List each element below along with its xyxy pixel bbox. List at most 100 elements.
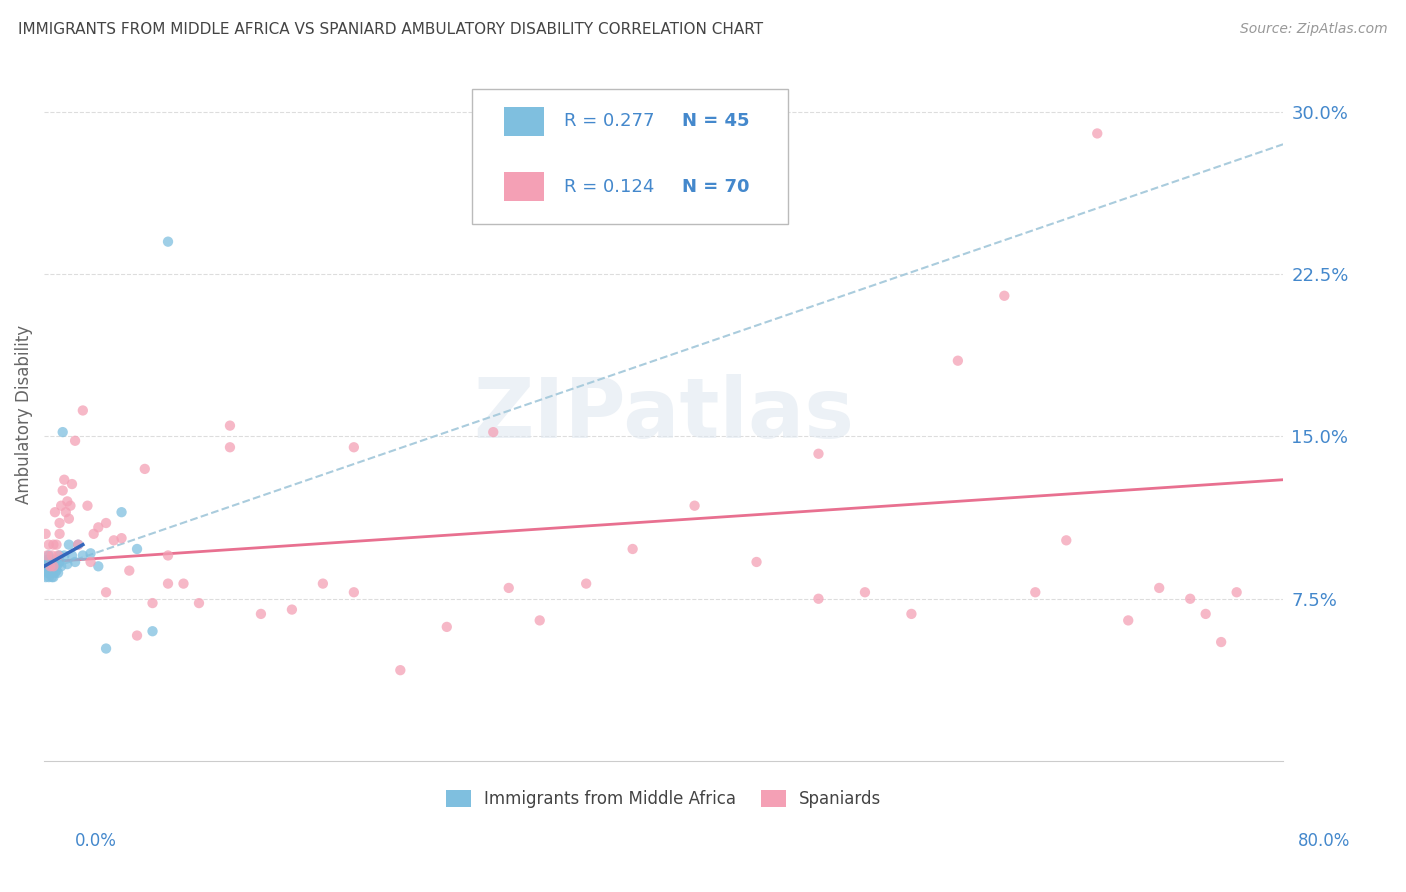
- Point: [141, 596, 163, 610]
- Point: [45, 564, 67, 578]
- Point: [45, 553, 67, 567]
- Point: [529, 614, 551, 628]
- Point: [575, 576, 598, 591]
- Point: [34, 555, 56, 569]
- Point: [807, 447, 830, 461]
- Point: [853, 585, 876, 599]
- Point: [343, 585, 366, 599]
- Point: [34, 570, 56, 584]
- Point: [37, 559, 59, 574]
- Point: [60, 477, 83, 491]
- Point: [900, 607, 922, 621]
- Text: R = 0.277: R = 0.277: [564, 112, 655, 130]
- Point: [1116, 614, 1139, 628]
- Point: [34, 526, 56, 541]
- Point: [1226, 585, 1249, 599]
- Point: [156, 235, 179, 249]
- Point: [1195, 607, 1218, 621]
- FancyBboxPatch shape: [503, 107, 544, 136]
- Point: [125, 541, 148, 556]
- Point: [156, 549, 179, 563]
- Point: [745, 555, 768, 569]
- Point: [76, 499, 98, 513]
- Point: [1180, 591, 1202, 606]
- Point: [42, 557, 65, 571]
- Point: [55, 505, 77, 519]
- Point: [52, 425, 75, 439]
- Point: [42, 564, 65, 578]
- Point: [34, 559, 56, 574]
- Point: [34, 564, 56, 578]
- Point: [94, 585, 117, 599]
- Point: [188, 596, 211, 610]
- Point: [41, 559, 63, 574]
- Point: [60, 549, 83, 563]
- Point: [1054, 533, 1077, 548]
- Point: [53, 549, 76, 563]
- Point: [103, 533, 125, 548]
- Point: [38, 570, 60, 584]
- Point: [45, 538, 67, 552]
- Point: [250, 607, 273, 621]
- Point: [67, 538, 90, 552]
- Point: [42, 538, 65, 552]
- Point: [156, 576, 179, 591]
- Point: [993, 289, 1015, 303]
- Point: [39, 564, 62, 578]
- Point: [53, 473, 76, 487]
- Point: [56, 494, 79, 508]
- Point: [52, 483, 75, 498]
- Point: [38, 549, 60, 563]
- Point: [41, 549, 63, 563]
- Point: [48, 555, 70, 569]
- Point: [110, 505, 132, 519]
- Text: IMMIGRANTS FROM MIDDLE AFRICA VS SPANIARD AMBULATORY DISABILITY CORRELATION CHAR: IMMIGRANTS FROM MIDDLE AFRICA VS SPANIAR…: [18, 22, 763, 37]
- Point: [46, 549, 69, 563]
- Point: [38, 538, 60, 552]
- Point: [621, 541, 644, 556]
- Point: [83, 526, 105, 541]
- Point: [343, 440, 366, 454]
- Point: [39, 559, 62, 574]
- Point: [110, 531, 132, 545]
- Point: [38, 559, 60, 574]
- Y-axis label: Ambulatory Disability: Ambulatory Disability: [15, 326, 32, 504]
- Point: [63, 434, 86, 448]
- Point: [79, 555, 101, 569]
- Point: [37, 549, 59, 563]
- Point: [389, 663, 412, 677]
- Point: [498, 581, 520, 595]
- FancyBboxPatch shape: [471, 89, 787, 225]
- Point: [807, 591, 830, 606]
- Point: [39, 555, 62, 569]
- Point: [59, 499, 82, 513]
- Point: [37, 566, 59, 580]
- Point: [482, 425, 505, 439]
- Point: [219, 440, 242, 454]
- Text: ZIPatlas: ZIPatlas: [472, 375, 853, 455]
- Point: [946, 353, 969, 368]
- Point: [281, 602, 304, 616]
- Point: [58, 511, 80, 525]
- Point: [41, 570, 63, 584]
- Text: 0.0%: 0.0%: [75, 831, 117, 849]
- Point: [1147, 581, 1170, 595]
- Point: [436, 620, 458, 634]
- Point: [48, 516, 70, 530]
- Point: [683, 499, 706, 513]
- Point: [72, 549, 94, 563]
- FancyBboxPatch shape: [503, 172, 544, 202]
- Point: [79, 546, 101, 560]
- Point: [1085, 127, 1108, 141]
- Point: [118, 564, 141, 578]
- Point: [87, 520, 110, 534]
- Point: [48, 526, 70, 541]
- Legend: Immigrants from Middle Africa, Spaniards: Immigrants from Middle Africa, Spaniards: [439, 783, 889, 815]
- Point: [87, 559, 110, 574]
- Point: [37, 564, 59, 578]
- Point: [94, 641, 117, 656]
- Point: [44, 555, 66, 569]
- Point: [134, 462, 156, 476]
- Point: [67, 538, 90, 552]
- Point: [37, 553, 59, 567]
